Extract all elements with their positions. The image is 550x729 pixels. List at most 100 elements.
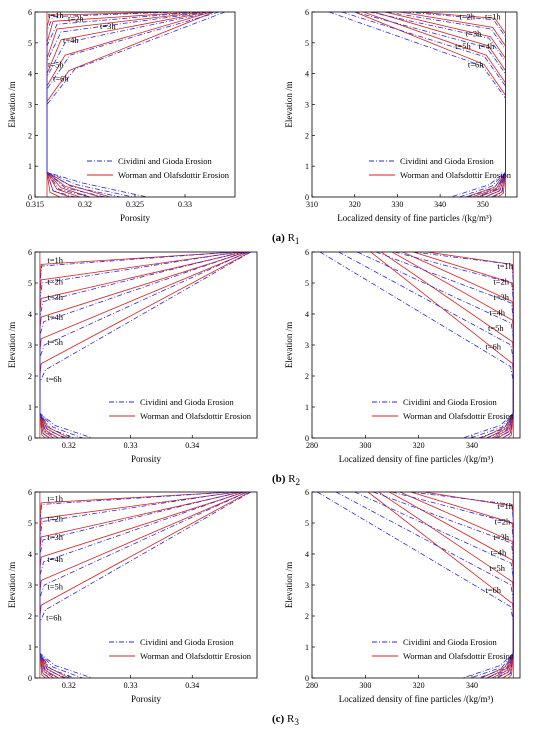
- y-tick-label: 5: [28, 519, 32, 528]
- y-tick-label: 5: [305, 39, 309, 48]
- time-annotation: t=1h: [47, 255, 63, 265]
- caption-b: (b) R2: [272, 473, 301, 488]
- time-annotation: t=1h: [497, 261, 513, 271]
- series-line-cividini-13: [328, 12, 506, 197]
- time-annotation: t=4h: [489, 308, 505, 318]
- y-tick-label: 3: [28, 101, 32, 110]
- y-tick-label: 3: [305, 341, 309, 350]
- chart-3: 0.32 0.33 0.34 0 1 2 3 4 5 6 Porosity Elevation /m t…: [7, 248, 258, 464]
- legend-label-worman: Worman and Olafsdottir Erosion: [403, 651, 515, 661]
- x-tick-label: 0.34: [185, 441, 199, 450]
- time-annotation: t=6h: [485, 585, 501, 595]
- time-annotation: t=6h: [468, 60, 484, 70]
- time-annotation: t=4h: [47, 312, 63, 322]
- y-axis-label: Elevation /m: [7, 562, 17, 608]
- series-line-cividini-13: [39, 492, 251, 678]
- series-line-cividini-10: [46, 12, 208, 197]
- time-annotation: t=4h: [479, 41, 495, 51]
- y-tick-label: 3: [28, 341, 32, 350]
- time-annotation: t=4h: [47, 554, 63, 564]
- time-annotation: t=6h: [485, 342, 501, 352]
- x-tick-label: 300: [359, 441, 371, 450]
- legend-label-cividini: Cividini and Gioda Erosion: [403, 637, 497, 647]
- x-axis-label: Porosity: [131, 454, 162, 464]
- y-tick-label: 0: [28, 193, 32, 202]
- series-group: [39, 492, 251, 678]
- series-group: [328, 12, 506, 197]
- series-line-cividini-9: [39, 492, 236, 678]
- series-line-cividini-11: [354, 492, 514, 678]
- time-annotation: t=2h: [47, 513, 63, 523]
- time-annotation: t=3h: [47, 292, 63, 302]
- time-annotation: t=5h: [47, 582, 63, 592]
- series-group: [39, 252, 251, 438]
- legend-label-cividini: Cividini and Gioda Erosion: [400, 156, 494, 166]
- time-annotation: t=1h: [497, 501, 513, 511]
- time-annotation: t=5h: [489, 563, 505, 573]
- series-line-cividini-8: [405, 12, 506, 197]
- x-tick-label: 340: [466, 681, 478, 690]
- series-group: [317, 492, 514, 678]
- y-tick-label: 6: [305, 8, 309, 17]
- y-tick-label: 5: [305, 279, 309, 288]
- y-tick-label: 3: [305, 101, 309, 110]
- x-tick-label: 320: [349, 200, 361, 209]
- time-annotation: t=5h: [47, 337, 63, 347]
- y-tick-label: 6: [305, 488, 309, 497]
- time-annotation: t=2h: [495, 517, 511, 527]
- time-annotation: t=3h: [47, 532, 63, 542]
- time-annotation: t=6h: [53, 73, 69, 83]
- series-line-cividini-13: [319, 252, 514, 438]
- chart-6: 280 300 320 340 0 1 2 3 4 5 6 Localized density of …: [284, 488, 521, 704]
- chart-2: 310 320 330 340 350 0 1 2 3 4 5 6 Localized density …: [284, 8, 518, 223]
- legend-label-worman: Worman and Olafsdottir Erosion: [140, 651, 252, 661]
- x-tick-label: 340: [466, 441, 478, 450]
- y-tick-label: 2: [28, 372, 32, 381]
- time-annotation: t=2h: [459, 12, 475, 22]
- chart-1: 0.315 0.32 0.325 0.33 0 1 2 3 4 5 6 Porosity Elevati…: [7, 8, 236, 223]
- x-tick-label: 310: [306, 200, 318, 209]
- series-line-cividini-10: [375, 252, 514, 438]
- x-tick-label: 0.325: [126, 200, 144, 209]
- time-annotation: t=4h: [63, 35, 79, 45]
- x-tick-label: 0.33: [178, 200, 192, 209]
- y-tick-label: 6: [28, 8, 32, 17]
- x-tick-label: 320: [413, 441, 425, 450]
- y-tick-label: 0: [305, 674, 309, 683]
- legend-label-cividini: Cividini and Gioda Erosion: [403, 397, 497, 407]
- x-axis-label: Localized density of fine particles /(kg…: [339, 454, 493, 464]
- y-tick-label: 0: [305, 193, 309, 202]
- time-annotation: t=3h: [466, 29, 482, 39]
- series-line-cividini-8: [39, 252, 235, 438]
- series-group: [46, 12, 226, 197]
- x-tick-label: 280: [306, 441, 318, 450]
- x-tick-label: 0.33: [124, 441, 138, 450]
- x-tick-label: 0.315: [26, 200, 44, 209]
- y-tick-label: 2: [305, 612, 309, 621]
- series-line-cividini-12: [335, 492, 514, 678]
- y-tick-label: 1: [305, 403, 309, 412]
- x-axis-label: Porosity: [120, 213, 151, 223]
- y-tick-label: 5: [28, 39, 32, 48]
- legend-label-worman: Worman and Olafsdottir Erosion: [403, 411, 515, 421]
- series-line-cividini-10: [39, 252, 242, 438]
- time-annotation: t=6h: [46, 613, 62, 623]
- series-line-cividini-11: [357, 252, 514, 438]
- y-tick-label: 2: [305, 372, 309, 381]
- legend-label-cividini: Cividini and Gioda Erosion: [140, 397, 234, 407]
- y-tick-label: 6: [305, 248, 309, 257]
- y-tick-label: 1: [305, 643, 309, 652]
- y-tick-label: 5: [305, 519, 309, 528]
- series-line-cividini-12: [341, 12, 506, 197]
- time-annotation: t=1h: [47, 493, 63, 503]
- series-line-cividini-13: [39, 252, 251, 438]
- y-tick-label: 6: [28, 248, 32, 257]
- time-annotation: t=2h: [47, 277, 63, 287]
- legend-label-worman: Worman and Olafsdottir Erosion: [118, 170, 230, 180]
- y-tick-label: 4: [305, 550, 309, 559]
- y-tick-label: 2: [305, 131, 309, 140]
- x-tick-label: 340: [434, 200, 446, 209]
- y-tick-label: 3: [28, 581, 32, 590]
- time-annotation: t=6h: [46, 374, 62, 384]
